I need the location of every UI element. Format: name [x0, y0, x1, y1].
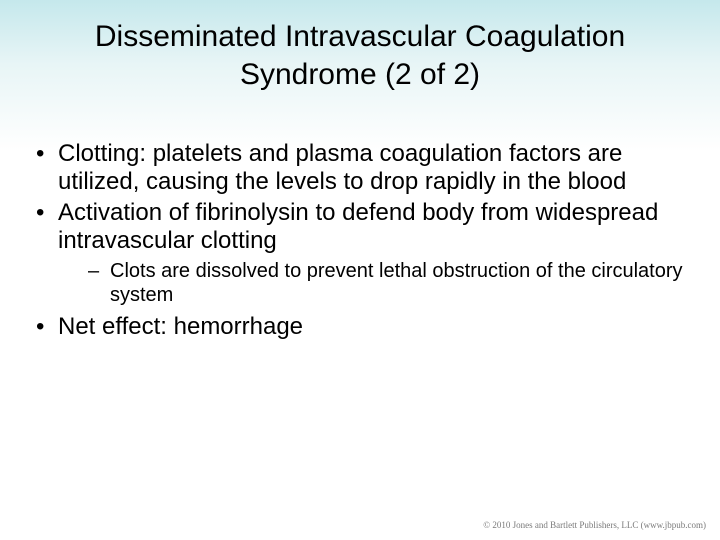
- list-item: Clots are dissolved to prevent lethal ob…: [58, 259, 690, 307]
- list-item: Net effect: hemorrhage: [30, 313, 690, 341]
- list-item: Activation of fibrinolysin to defend bod…: [30, 199, 690, 308]
- slide: Disseminated Intravascular Coagulation S…: [0, 0, 720, 540]
- copyright-text: © 2010 Jones and Bartlett Publishers, LL…: [483, 520, 706, 530]
- sub-bullet-list: Clots are dissolved to prevent lethal ob…: [58, 259, 690, 307]
- slide-body: Clotting: platelets and plasma coagulati…: [30, 140, 690, 344]
- sub-bullet-text: Clots are dissolved to prevent lethal ob…: [110, 260, 683, 306]
- title-line-1: Disseminated Intravascular Coagulation: [95, 20, 625, 53]
- title-line-2: Syndrome (2 of 2): [240, 58, 480, 91]
- bullet-text: Clotting: platelets and plasma coagulati…: [58, 140, 626, 195]
- bullet-text: Net effect: hemorrhage: [58, 313, 303, 340]
- bullet-text: Activation of fibrinolysin to defend bod…: [58, 199, 658, 254]
- slide-title: Disseminated Intravascular Coagulation S…: [0, 0, 720, 93]
- bullet-list: Clotting: platelets and plasma coagulati…: [30, 140, 690, 342]
- list-item: Clotting: platelets and plasma coagulati…: [30, 140, 690, 197]
